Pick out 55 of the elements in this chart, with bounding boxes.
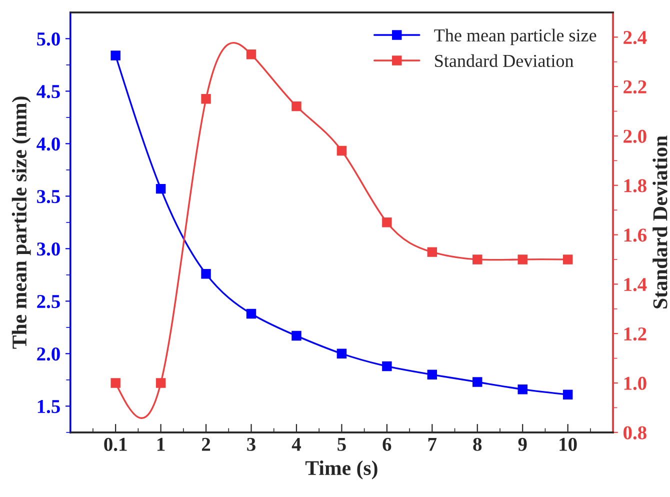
point <box>156 378 166 388</box>
point <box>110 50 120 60</box>
y2-tick-label: 2.2 <box>624 80 646 94</box>
y2-tick-label: 1.4 <box>624 278 647 292</box>
x-tick-label: 5 <box>338 438 346 451</box>
point <box>246 308 256 319</box>
x-tick-label: 3 <box>247 438 256 451</box>
point <box>336 146 347 156</box>
y2-tick-label: 2.0 <box>624 130 646 143</box>
y-axis-title: The mean particle size (mm) <box>12 96 31 349</box>
point <box>382 218 392 228</box>
point <box>518 384 528 394</box>
point <box>201 268 211 279</box>
y-tick-label: 2.5 <box>37 295 60 308</box>
x-tick-label: 0.1 <box>104 438 127 452</box>
point <box>110 378 120 388</box>
y2-tick-label: 0.8 <box>624 426 646 440</box>
legend-label: The mean particle size <box>434 28 596 46</box>
point <box>336 348 347 359</box>
y2-tick-label: 1.6 <box>624 228 647 242</box>
x-tick-label: 6 <box>382 438 392 451</box>
y-tick-label: 3.5 <box>37 190 60 204</box>
y2-tick-label: 1.2 <box>624 327 646 341</box>
point <box>472 377 482 387</box>
y2-tick-label: 1.0 <box>624 376 646 390</box>
y-tick-label: 3.0 <box>37 242 60 256</box>
point <box>562 390 573 400</box>
x-tick-label: 9 <box>518 438 527 451</box>
legend-label: Standard Deviation <box>435 54 574 68</box>
y2-axis-title: Standard Deviation <box>652 136 668 308</box>
x-tick-label: 2 <box>202 438 210 451</box>
point <box>156 184 166 194</box>
y-tick-label: 5.0 <box>37 32 60 46</box>
y-tick-label: 4.5 <box>36 85 60 98</box>
y-tick-label: 4.0 <box>36 137 60 151</box>
point <box>246 50 256 60</box>
point <box>472 254 482 264</box>
point <box>518 254 528 264</box>
x-axis-title: Time (s) <box>305 460 378 480</box>
point <box>427 247 438 257</box>
x-tick-label: 4 <box>292 438 301 451</box>
point <box>292 101 302 112</box>
x-tick-label: 8 <box>473 438 482 451</box>
x-tick-label: 10 <box>560 438 577 451</box>
point <box>562 254 573 264</box>
x-tick-label: 7 <box>428 438 437 451</box>
x-tick-label: 1 <box>157 438 165 451</box>
y-tick-label: 1.5 <box>38 400 60 414</box>
point <box>382 361 392 372</box>
point <box>201 94 211 104</box>
y2-tick-label: 1.8 <box>624 179 646 192</box>
point <box>427 370 438 380</box>
y2-tick-label: 2.4 <box>624 31 647 44</box>
y-tick-label: 2.0 <box>37 347 60 361</box>
point <box>292 330 302 341</box>
